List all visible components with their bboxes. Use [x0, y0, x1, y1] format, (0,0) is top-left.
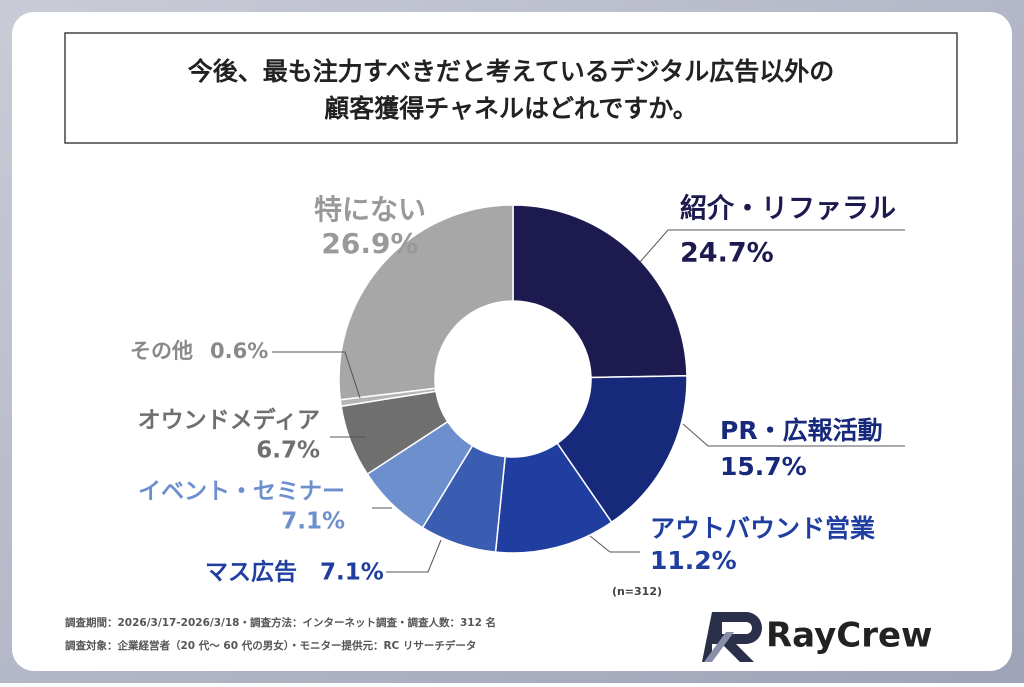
footnote: 調査期間：2026/3/17-2026/3/18・調査方法：インターネット調査・…: [65, 616, 496, 629]
title-box: [64, 32, 958, 144]
leader-line: [682, 423, 905, 447]
leader-line: [386, 539, 442, 573]
slice-value: 7.1%: [320, 560, 384, 586]
slice-value: 26.9%: [321, 227, 418, 260]
title: 今後、最も注力すべきだと考えているデジタル広告以外の: [188, 57, 835, 86]
slice-value: 7.1%: [281, 509, 345, 535]
slice-label: 特にない: [314, 193, 426, 226]
leader-line: [272, 351, 361, 399]
slice-label: オウンドメディア: [138, 407, 320, 434]
logo-text: RayCrew: [766, 616, 932, 656]
slice-label: アウトバウンド営業: [650, 514, 875, 543]
slice-value: 15.7%: [720, 452, 807, 481]
leader-line: [589, 535, 640, 553]
title: 顧客獲得チャネルはどれですか。: [324, 94, 698, 123]
slice-label: 紹介・リファラル: [680, 193, 896, 225]
donut-slice: [338, 204, 514, 401]
slice-value: 24.7%: [680, 238, 774, 269]
donut-slice: [556, 374, 688, 524]
logo-icon: [702, 612, 762, 662]
slice-label: イベント・セミナー: [138, 479, 345, 505]
footnote: 調査対象：企業経営者（20 代〜 60 代の男女）・モニター提供元：RC リサー…: [65, 639, 476, 652]
sample-note: (n=312): [612, 585, 662, 598]
slice-label: その他: [130, 339, 193, 363]
card: [12, 12, 1012, 671]
slice-value: 11.2%: [650, 546, 737, 575]
leader-line: [639, 229, 905, 263]
donut-slice: [512, 204, 688, 379]
slice-label: マス広告: [205, 559, 297, 586]
slice-value: 0.6%: [210, 339, 268, 363]
slice-value: 6.7%: [256, 438, 320, 464]
slice-label: PR・広報活動: [720, 416, 883, 445]
